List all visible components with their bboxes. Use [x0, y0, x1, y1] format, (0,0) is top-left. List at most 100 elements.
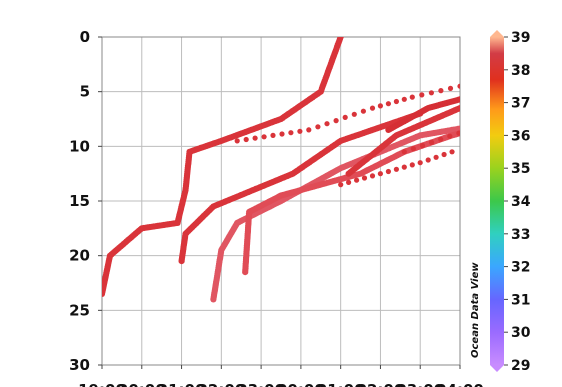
data-point	[557, 45, 562, 51]
data-point	[519, 111, 525, 117]
data-point	[522, 85, 528, 91]
data-series	[102, 36, 562, 303]
data-point	[484, 69, 490, 75]
data-point	[333, 118, 339, 124]
data-point	[477, 97, 483, 103]
data-point	[243, 136, 249, 143]
x-axis-ticks: 19:0020:0021:0022:0023:0000:0001:0002:00…	[78, 365, 484, 387]
data-point	[484, 122, 489, 127]
x-tick-label: 03:00	[396, 381, 444, 387]
data-point	[509, 119, 515, 125]
data-point	[530, 55, 536, 61]
data-point	[514, 113, 520, 119]
data-point	[473, 98, 479, 104]
data-point	[456, 130, 460, 136]
data-point	[544, 89, 550, 95]
data-point	[393, 166, 399, 172]
data-point	[536, 36, 542, 42]
x-tick-label: 01:00	[317, 381, 365, 387]
data-point	[550, 103, 556, 109]
data-point	[552, 66, 558, 72]
data-point	[534, 42, 540, 48]
data-point	[475, 84, 481, 90]
data-point	[428, 90, 434, 96]
data-point	[464, 128, 470, 134]
series-5	[385, 67, 491, 133]
data-point	[417, 160, 423, 166]
data-point	[361, 175, 368, 181]
data-point	[377, 103, 383, 109]
y-tick-label: 10	[69, 137, 90, 155]
data-point	[531, 59, 537, 65]
data-point	[447, 85, 454, 91]
data-point	[419, 92, 425, 98]
data-point	[471, 99, 477, 105]
data-point	[481, 123, 487, 129]
colorbar-tick-label: 33	[511, 227, 530, 243]
data-point	[521, 111, 526, 116]
data-point	[342, 114, 348, 120]
data-point	[475, 98, 481, 104]
data-point	[556, 49, 562, 55]
data-point	[504, 116, 510, 122]
data-point	[466, 101, 472, 107]
data-point	[458, 104, 460, 110]
data-point	[512, 114, 518, 120]
data-point	[537, 105, 543, 111]
ocean-data-view-credit: Ocean Data View	[470, 262, 481, 358]
data-point	[504, 122, 510, 128]
data-point	[556, 101, 562, 107]
data-point	[546, 83, 552, 89]
data-point	[354, 177, 360, 183]
y-tick-label: 30	[69, 356, 90, 374]
data-point	[279, 131, 285, 137]
data-point	[516, 112, 522, 118]
data-point	[531, 107, 537, 113]
colorbar-top-cap	[490, 30, 504, 37]
data-point	[482, 74, 488, 80]
data-point	[531, 110, 537, 116]
data-point	[401, 149, 407, 155]
data-point	[506, 116, 512, 122]
y-tick-label: 5	[80, 83, 90, 101]
data-point	[531, 109, 536, 114]
colorbar-tick-label: 31	[511, 292, 530, 308]
data-point	[409, 94, 415, 100]
data-point	[360, 108, 366, 114]
data-point	[462, 103, 468, 109]
data-point	[484, 94, 490, 100]
data-point	[540, 98, 546, 104]
data-point	[469, 123, 475, 129]
data-point	[338, 182, 344, 188]
colorbar-tick-label: 32	[511, 260, 530, 276]
data-point	[537, 108, 543, 114]
series-3	[242, 45, 562, 276]
data-point	[539, 107, 545, 113]
data-point	[526, 112, 532, 118]
data-point	[554, 59, 560, 65]
series-7	[234, 83, 460, 144]
data-point	[535, 58, 541, 64]
data-point	[483, 132, 489, 138]
data-point	[485, 67, 491, 73]
x-tick-label: 04:00	[436, 381, 484, 387]
data-point	[234, 138, 240, 144]
data-point	[425, 157, 431, 163]
data-point	[504, 79, 510, 85]
data-point	[551, 68, 557, 74]
data-point	[337, 37, 344, 41]
data-point	[461, 125, 467, 131]
data-point	[474, 126, 480, 132]
y-tick-label: 0	[80, 28, 90, 46]
x-tick-label: 19:00	[78, 381, 126, 387]
colorbar-tick-label: 35	[511, 161, 530, 177]
data-point	[315, 124, 321, 130]
data-point	[537, 57, 543, 63]
data-point	[401, 96, 407, 102]
data-point	[508, 115, 514, 121]
data-point	[481, 78, 487, 84]
data-point	[550, 48, 556, 54]
data-point	[550, 104, 555, 109]
x-tick-label: 23:00	[237, 381, 285, 387]
